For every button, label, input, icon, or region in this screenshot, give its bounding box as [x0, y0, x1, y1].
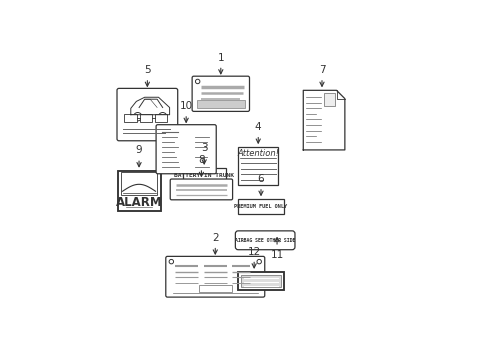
Text: ALARM: ALARM	[116, 195, 162, 208]
FancyBboxPatch shape	[238, 272, 284, 290]
FancyBboxPatch shape	[192, 76, 249, 111]
Text: 8: 8	[198, 155, 204, 176]
FancyBboxPatch shape	[117, 89, 177, 141]
Bar	[241, 275, 280, 287]
Text: 4: 4	[254, 122, 261, 143]
Text: PREMIUM FUEL ONLY: PREMIUM FUEL ONLY	[234, 204, 287, 209]
Bar	[155, 113, 167, 122]
FancyBboxPatch shape	[235, 231, 294, 250]
FancyBboxPatch shape	[156, 125, 216, 174]
FancyBboxPatch shape	[238, 147, 278, 185]
Text: 7: 7	[318, 65, 325, 86]
Text: AIRBAG SEE OTHER SIDE: AIRBAG SEE OTHER SIDE	[235, 238, 295, 243]
Bar	[198, 285, 231, 292]
FancyBboxPatch shape	[238, 199, 284, 214]
Text: 3: 3	[201, 143, 207, 164]
Text: 5: 5	[144, 65, 150, 86]
Text: 6: 6	[257, 174, 264, 195]
FancyBboxPatch shape	[165, 256, 264, 297]
Text: 9: 9	[136, 145, 142, 167]
Bar	[124, 113, 137, 122]
Bar	[324, 93, 334, 105]
FancyBboxPatch shape	[183, 168, 225, 183]
Text: 1: 1	[217, 53, 224, 74]
FancyBboxPatch shape	[117, 171, 160, 211]
Bar	[121, 172, 157, 195]
FancyBboxPatch shape	[196, 100, 244, 108]
Text: 2: 2	[211, 233, 218, 254]
Text: 11: 11	[270, 238, 283, 260]
Text: BATTERY IN TRUNK: BATTERY IN TRUNK	[174, 173, 234, 178]
Text: 12: 12	[247, 247, 260, 268]
Text: Attention!: Attention!	[237, 149, 279, 158]
FancyBboxPatch shape	[170, 179, 232, 200]
Bar	[140, 113, 152, 122]
Text: 10: 10	[179, 101, 192, 122]
